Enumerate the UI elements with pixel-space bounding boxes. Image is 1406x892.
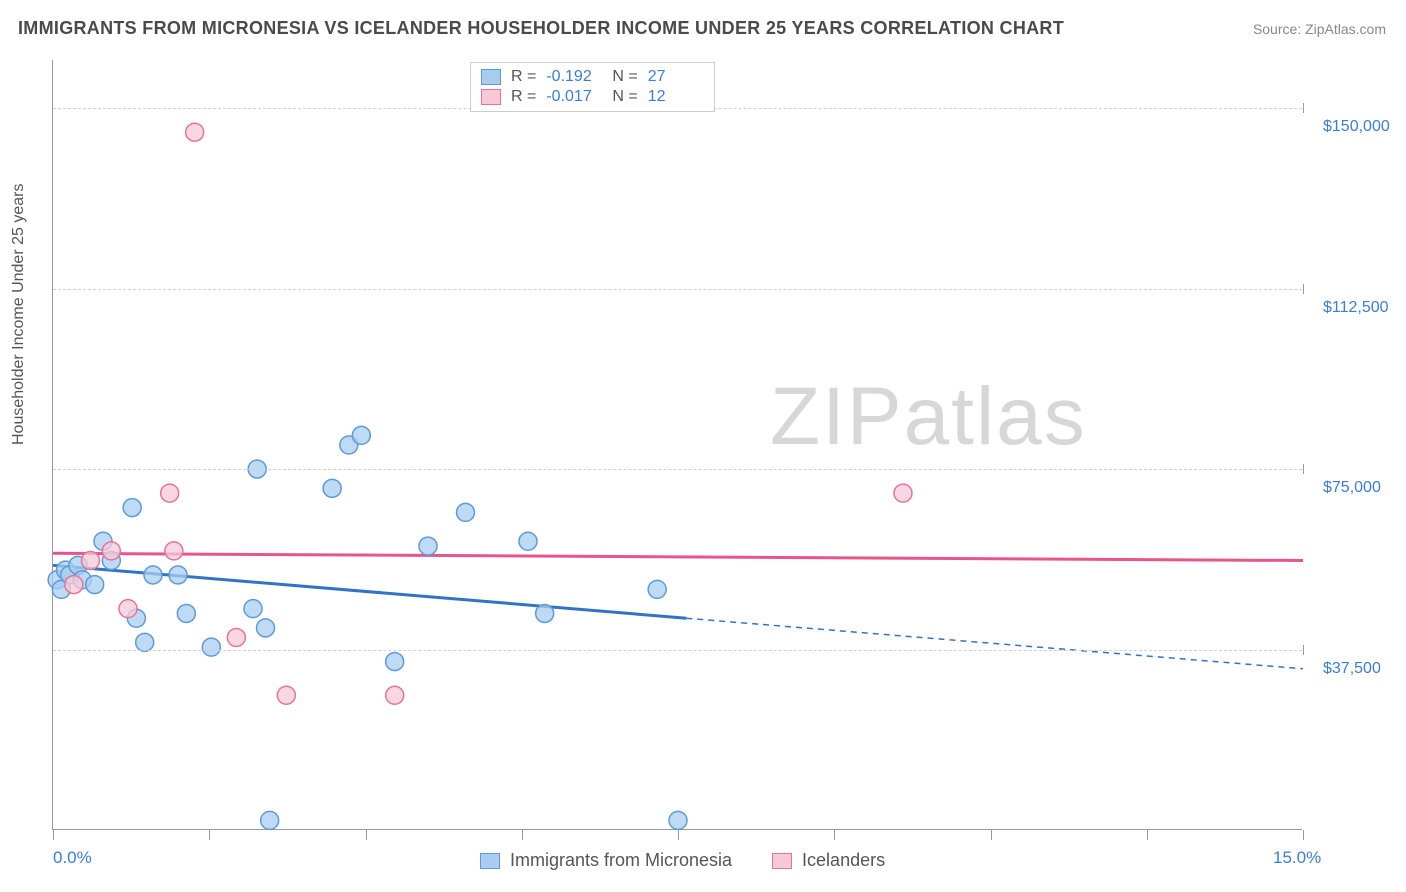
data-point [123, 499, 141, 517]
x-tick-mark [209, 830, 210, 840]
data-point [457, 503, 475, 521]
data-point [169, 566, 187, 584]
data-point [323, 479, 341, 497]
data-point [419, 537, 437, 555]
legend-r-label: R = [511, 88, 536, 106]
chart-plot-area: $37,500$75,000$112,500$150,0000.0%15.0% [52, 60, 1302, 830]
gridline [53, 289, 1302, 290]
data-point [386, 686, 404, 704]
legend-series: Immigrants from Micronesia Icelanders [480, 850, 885, 871]
data-point [144, 566, 162, 584]
data-point [669, 811, 687, 829]
regression-line [53, 553, 1303, 560]
legend-n-value: 27 [648, 68, 704, 86]
x-min-label: 0.0% [53, 848, 92, 868]
legend-correlation: R = -0.192 N = 27 R = -0.017 N = 12 [470, 62, 715, 112]
data-point [261, 811, 279, 829]
x-max-label: 15.0% [1273, 848, 1321, 868]
legend-row: R = -0.017 N = 12 [481, 87, 704, 107]
data-point [648, 580, 666, 598]
chart-header: IMMIGRANTS FROM MICRONESIA VS ICELANDER … [0, 0, 1406, 45]
x-tick-mark [53, 830, 54, 840]
x-tick-mark [366, 830, 367, 840]
y-tick-label: $150,000 [1323, 118, 1390, 136]
legend-series-item: Immigrants from Micronesia [480, 850, 732, 871]
x-tick-mark [678, 830, 679, 840]
data-point [257, 619, 275, 637]
chart-svg [53, 60, 1302, 829]
gridline [53, 650, 1302, 651]
legend-series-item: Icelanders [772, 850, 885, 871]
legend-n-value: 12 [648, 88, 704, 106]
y-tick-mark [1303, 284, 1304, 294]
chart-title: IMMIGRANTS FROM MICRONESIA VS ICELANDER … [18, 18, 1064, 39]
y-axis-label: Householder Income Under 25 years [10, 184, 28, 445]
x-tick-mark [1303, 830, 1304, 840]
x-tick-mark [1147, 830, 1148, 840]
data-point [386, 653, 404, 671]
data-point [536, 604, 554, 622]
data-point [519, 532, 537, 550]
data-point [277, 686, 295, 704]
x-tick-mark [834, 830, 835, 840]
x-tick-mark [522, 830, 523, 840]
y-tick-mark [1303, 645, 1304, 655]
legend-series-label: Immigrants from Micronesia [510, 850, 732, 871]
data-point [82, 552, 100, 570]
data-point [119, 600, 137, 618]
y-tick-label: $75,000 [1323, 479, 1381, 497]
data-point [177, 604, 195, 622]
data-point [86, 576, 104, 594]
data-point [352, 426, 370, 444]
data-point [894, 484, 912, 502]
y-tick-mark [1303, 464, 1304, 474]
data-point [202, 638, 220, 656]
regression-line-dashed [686, 618, 1303, 669]
legend-r-label: R = [511, 68, 536, 86]
data-point [165, 542, 183, 560]
legend-row: R = -0.192 N = 27 [481, 67, 704, 87]
y-tick-mark [1303, 103, 1304, 113]
data-point [102, 542, 120, 560]
data-point [244, 600, 262, 618]
chart-source: Source: ZipAtlas.com [1253, 21, 1386, 37]
y-tick-label: $112,500 [1323, 299, 1389, 317]
legend-swatch [772, 853, 792, 869]
legend-r-value: -0.017 [546, 88, 602, 106]
data-point [65, 576, 83, 594]
legend-n-label: N = [612, 68, 637, 86]
legend-swatch [481, 69, 501, 85]
legend-swatch [480, 853, 500, 869]
legend-series-label: Icelanders [802, 850, 885, 871]
x-tick-mark [991, 830, 992, 840]
data-point [186, 123, 204, 141]
y-tick-label: $37,500 [1323, 660, 1381, 678]
legend-n-label: N = [612, 88, 637, 106]
legend-r-value: -0.192 [546, 68, 602, 86]
data-point [227, 629, 245, 647]
gridline [53, 469, 1302, 470]
legend-swatch [481, 89, 501, 105]
data-point [161, 484, 179, 502]
